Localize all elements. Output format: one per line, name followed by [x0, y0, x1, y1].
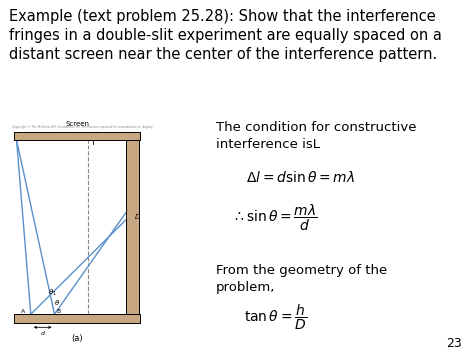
Text: Example (text problem 25.28): Show that the interference
fringes in a double-sli: Example (text problem 25.28): Show that … [9, 9, 442, 62]
Text: $\Delta l = d\sin\theta = m\lambda$: $\Delta l = d\sin\theta = m\lambda$ [246, 170, 356, 185]
Text: 23: 23 [447, 337, 462, 350]
Text: (a): (a) [71, 334, 83, 343]
Text: A: A [21, 310, 25, 315]
Bar [126, 140, 139, 314]
Text: Screen: Screen [65, 121, 89, 127]
Text: $\theta_1$: $\theta_1$ [48, 288, 56, 298]
Text: d: d [41, 331, 45, 336]
Text: The condition for constructive
interference isL: The condition for constructive interfere… [216, 121, 416, 151]
Text: $\therefore \sin\theta = \dfrac{m\lambda}{d}$: $\therefore \sin\theta = \dfrac{m\lambda… [232, 203, 318, 234]
Text: From the geometry of the
problem,: From the geometry of the problem, [216, 264, 387, 295]
Bar [14, 314, 140, 323]
Text: D: D [135, 214, 140, 219]
Text: $\tan\theta = \dfrac{h}{D}$: $\tan\theta = \dfrac{h}{D}$ [244, 303, 307, 332]
Bar [14, 132, 140, 140]
Text: Copyright © The McGraw-Hill Companies, Inc. Permission required for reproduction: Copyright © The McGraw-Hill Companies, I… [12, 125, 153, 129]
Text: B: B [56, 310, 61, 315]
Text: $\theta$: $\theta$ [54, 298, 60, 307]
